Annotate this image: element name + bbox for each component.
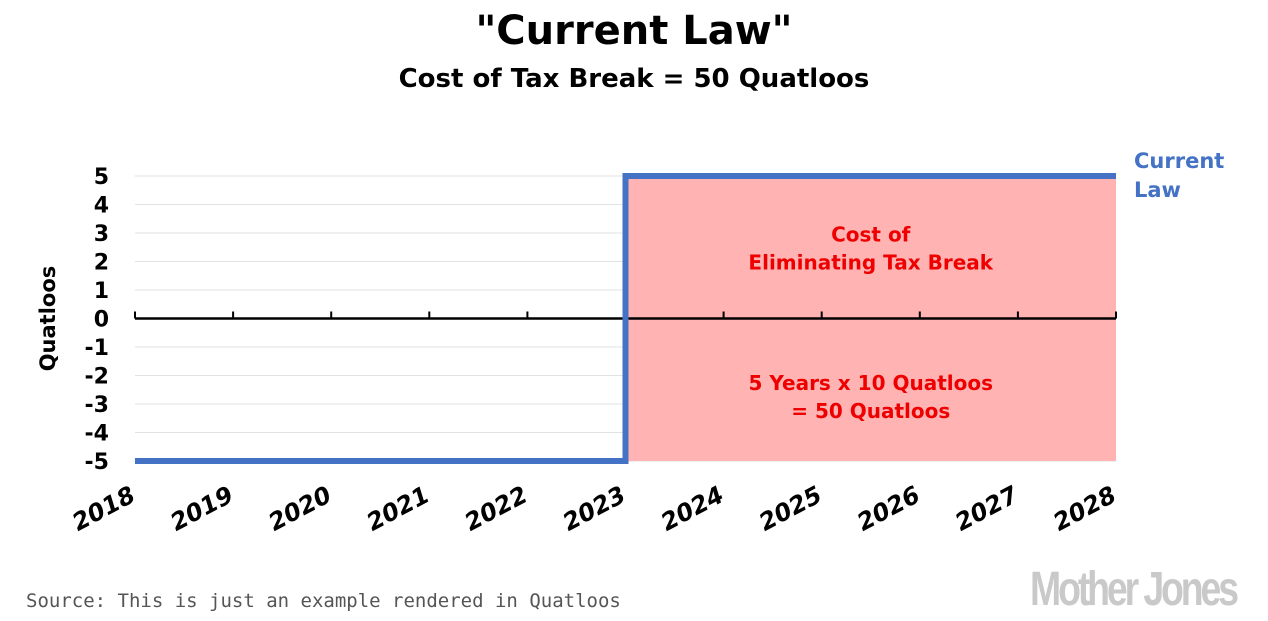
x-tick-label: 2024 (656, 481, 728, 537)
y-tick-label: -4 (85, 422, 109, 447)
y-tick-label: 1 (94, 279, 109, 304)
y-tick-label: -1 (85, 336, 109, 361)
x-tick-label: 2023 (558, 481, 630, 537)
y-tick-label: 0 (94, 308, 109, 333)
x-tick-label: 2027 (951, 480, 1023, 536)
y-tick-label: 2 (94, 251, 109, 276)
annotation-text: Cost of (831, 223, 911, 247)
y-tick-label: -2 (85, 365, 109, 390)
series-label: Current (1134, 149, 1224, 173)
chart-subtitle: Cost of Tax Break = 50 Quatloos (398, 64, 870, 94)
x-tick-label: 2025 (754, 481, 826, 537)
y-tick-label: 4 (94, 194, 109, 219)
y-tick-label: -5 (85, 450, 109, 475)
source-note: Source: This is just an example rendered… (26, 590, 621, 612)
annotation-text: 5 Years x 10 Quatloos (748, 371, 993, 395)
x-tick-label: 2021 (362, 481, 434, 537)
x-tick-label: 2020 (264, 481, 336, 537)
y-axis-label: Quatloos (36, 266, 60, 372)
x-tick-label: 2022 (460, 481, 532, 537)
series-label: Law (1134, 178, 1181, 202)
annotation-text: = 50 Quatloos (791, 399, 950, 423)
series-line-current-law (135, 173, 1116, 464)
chart-title: "Current Law" (475, 8, 793, 54)
y-tick-label: -3 (85, 393, 109, 418)
mother-jones-logo: Mother Jones (1030, 563, 1239, 616)
x-tick-label: 2018 (68, 481, 140, 537)
x-tick-label: 2019 (166, 481, 238, 537)
annotation-text: Eliminating Tax Break (748, 251, 993, 275)
x-tick-label: 2028 (1049, 481, 1121, 537)
x-tick-label: 2026 (852, 481, 924, 537)
y-tick-label: 3 (94, 222, 109, 247)
y-tick-label: 5 (94, 165, 109, 190)
